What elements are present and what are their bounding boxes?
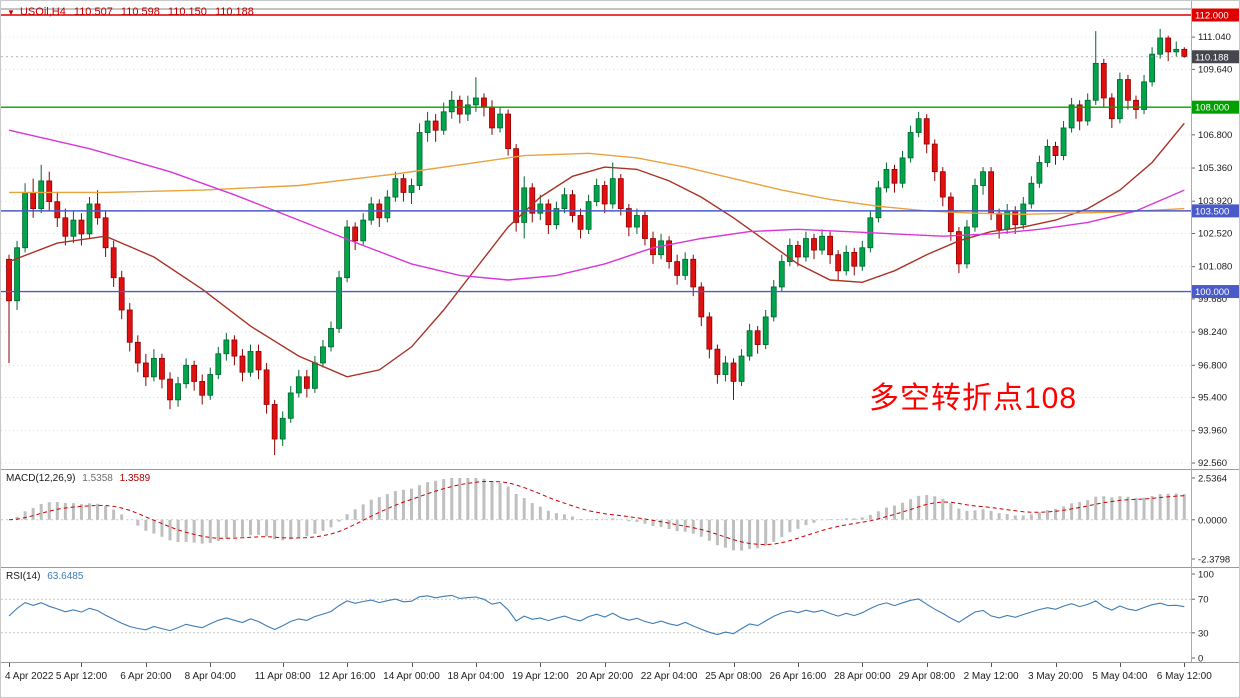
svg-text:95.400: 95.400 — [1198, 393, 1227, 404]
rsi-value: 63.6485 — [47, 571, 84, 582]
ma-slow-orange — [9, 152, 1185, 216]
time-axis-tick — [81, 663, 83, 667]
svg-text:100.000: 100.000 — [1195, 287, 1229, 298]
svg-text:70: 70 — [1198, 595, 1209, 606]
macd-title-text: MACD(12,26,9) — [6, 473, 76, 484]
svg-text:108.000: 108.000 — [1195, 103, 1229, 114]
svg-text:103.920: 103.920 — [1198, 196, 1232, 207]
chart-marker-icon: ▼ — [7, 8, 15, 17]
time-axis-tick — [210, 663, 212, 667]
rsi-indicator-label: RSI(14) 63.6485 — [6, 571, 83, 582]
svg-text:112.000: 112.000 — [1195, 11, 1229, 22]
macd-histogram — [15, 478, 1186, 551]
svg-text:103.500: 103.500 — [1195, 206, 1229, 217]
time-axis-label: 26 Apr 16:00 — [769, 671, 827, 682]
moving-averages — [8, 122, 1185, 378]
time-axis-tick — [862, 663, 864, 667]
time-axis-label: 22 Apr 04:00 — [640, 671, 698, 682]
time-axis-label: 11 Apr 08:00 — [254, 671, 311, 682]
rsi-panel[interactable]: 100 70 30 0 — [1, 567, 1240, 662]
svg-text:96.800: 96.800 — [1198, 360, 1227, 371]
current-price-marker: 110.188 — [1, 50, 1239, 64]
svg-text:30: 30 — [1198, 628, 1209, 639]
time-axis-label: 5 May 04:00 — [1092, 671, 1148, 682]
macd-indicator-label: MACD(12,26,9) 1.5358 1.3589 — [6, 473, 150, 484]
price-axis[interactable]: 111.040 109.640 106.800 105.360 103.920 102.5… — [1191, 8, 1239, 470]
svg-text:-2.3798: -2.3798 — [1198, 555, 1230, 566]
ohlc-close: 110.188 — [214, 6, 254, 18]
rsi-axis[interactable]: 100 70 30 0 — [1191, 570, 1214, 663]
ma-long-magenta — [8, 129, 1185, 281]
time-axis[interactable]: 4 Apr 2022 5 Apr 12:00 6 Apr 20:00 8 Apr 04… — [1, 662, 1239, 697]
time-axis-label: 8 Apr 04:00 — [184, 671, 236, 682]
svg-text:92.560: 92.560 — [1198, 458, 1227, 469]
macd-main-value: 1.5358 — [82, 473, 113, 484]
macd-signal-value: 1.3589 — [119, 473, 151, 484]
macd-signal-line — [8, 481, 1185, 546]
candles — [6, 28, 1188, 456]
time-axis-label: 6 May 12:00 — [1156, 671, 1212, 682]
macd-panel[interactable]: 2.5364 0.0000 -2.3798 — [1, 469, 1240, 567]
horizontal-levels — [1, 14, 1191, 293]
time-axis-label: 18 Apr 04:00 — [447, 671, 505, 682]
annotation-text: 多空转折点108 — [869, 382, 1078, 415]
svg-text:100: 100 — [1198, 570, 1214, 581]
time-axis-label: 25 Apr 08:00 — [705, 671, 762, 682]
rsi-title-text: RSI(14) — [6, 571, 41, 582]
time-axis-label: 20 Apr 20:00 — [576, 671, 634, 682]
time-axis-tick — [9, 663, 10, 667]
svg-text:109.640: 109.640 — [1198, 64, 1232, 75]
symbol-title: USOil,H4 — [19, 6, 66, 18]
time-axis-label: 5 Apr 12:00 — [55, 671, 108, 682]
symbol-info: ▼ USOil,H4 110.507 110.598 110.150 110.1… — [7, 6, 259, 18]
time-axis-tick — [475, 663, 477, 667]
time-axis-tick — [797, 663, 799, 667]
svg-text:111.040: 111.040 — [1198, 32, 1231, 43]
time-axis-label: 6 Apr 20:00 — [120, 671, 172, 682]
time-axis-tick — [145, 663, 147, 667]
svg-text:105.360: 105.360 — [1198, 163, 1232, 174]
macd-axis[interactable]: 2.5364 0.0000 -2.3798 — [1191, 474, 1230, 566]
time-axis-tick — [411, 663, 413, 667]
ohlc-open: 110.507 — [73, 6, 113, 18]
time-axis-label: 12 Apr 16:00 — [318, 671, 376, 682]
rsi-line — [8, 594, 1185, 636]
svg-text:99.680: 99.680 — [1198, 294, 1227, 305]
time-axis-label: 19 Apr 12:00 — [511, 671, 569, 682]
time-axis-tick — [1119, 663, 1121, 667]
time-axis-label: 14 Apr 00:00 — [383, 671, 440, 682]
time-axis-label: 3 May 20:00 — [1027, 671, 1084, 682]
svg-text:101.080: 101.080 — [1198, 262, 1232, 273]
rsi-level-lines — [1, 598, 1191, 634]
svg-text:106.800: 106.800 — [1198, 130, 1232, 141]
svg-text:110.188: 110.188 — [1195, 52, 1229, 63]
svg-text:93.960: 93.960 — [1198, 426, 1227, 437]
time-axis-tick — [991, 663, 993, 667]
time-axis-tick — [604, 663, 606, 667]
time-axis-label: 29 Apr 08:00 — [898, 671, 956, 682]
time-axis-tick — [1184, 663, 1186, 667]
ma-medium-darkred — [8, 122, 1185, 378]
time-axis-tick — [1055, 663, 1057, 667]
ohlc-low: 110.150 — [167, 6, 207, 18]
svg-text:102.520: 102.520 — [1198, 228, 1232, 239]
svg-text:98.240: 98.240 — [1198, 327, 1227, 338]
svg-text:2.5364: 2.5364 — [1198, 474, 1227, 485]
time-axis-tick — [733, 663, 735, 667]
ohlc-high: 110.598 — [120, 6, 160, 18]
time-axis-tick — [347, 663, 349, 667]
time-axis-tick — [282, 663, 284, 667]
main-price-chart[interactable]: 111.040 109.640 106.800 105.360 103.920 102.5… — [1, 1, 1240, 469]
time-axis-tick — [540, 663, 542, 667]
time-axis-tick — [669, 663, 671, 667]
time-axis-label: 28 Apr 00:00 — [833, 671, 891, 682]
time-axis-label: 2 May 12:00 — [963, 671, 1019, 682]
price-axis-separator — [1191, 1, 1192, 662]
svg-text:0.0000: 0.0000 — [1198, 515, 1227, 526]
time-axis-tick — [926, 663, 928, 667]
svg-text:0: 0 — [1198, 654, 1203, 663]
time-axis-label: 4 Apr 2022 — [5, 671, 54, 682]
